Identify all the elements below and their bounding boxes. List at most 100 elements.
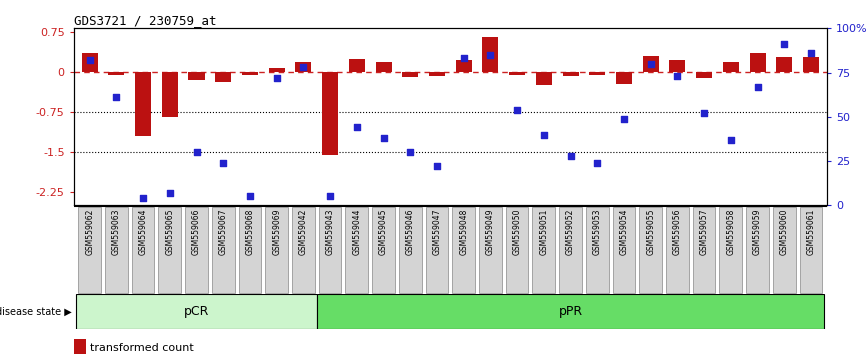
FancyBboxPatch shape bbox=[265, 207, 288, 293]
Bar bbox=[402, 72, 418, 78]
Bar bbox=[776, 57, 792, 72]
Point bbox=[483, 52, 497, 58]
Bar bbox=[803, 57, 819, 72]
Point bbox=[751, 84, 765, 90]
FancyBboxPatch shape bbox=[586, 207, 609, 293]
Bar bbox=[723, 62, 739, 72]
Point bbox=[136, 195, 150, 201]
FancyBboxPatch shape bbox=[239, 207, 262, 293]
Text: GSM559052: GSM559052 bbox=[566, 209, 575, 255]
FancyBboxPatch shape bbox=[666, 207, 688, 293]
Text: pCR: pCR bbox=[184, 305, 210, 318]
Bar bbox=[189, 72, 204, 80]
Point bbox=[430, 164, 444, 169]
Text: GSM559047: GSM559047 bbox=[432, 209, 442, 255]
Bar bbox=[135, 72, 151, 136]
Text: GSM559046: GSM559046 bbox=[406, 209, 415, 255]
Bar bbox=[317, 294, 824, 329]
Text: GSM559050: GSM559050 bbox=[513, 209, 521, 255]
Bar bbox=[295, 62, 312, 72]
Bar bbox=[589, 72, 605, 75]
FancyBboxPatch shape bbox=[479, 207, 501, 293]
Text: GSM559061: GSM559061 bbox=[806, 209, 816, 255]
Point bbox=[269, 75, 283, 81]
Text: GSM559059: GSM559059 bbox=[753, 209, 762, 255]
Text: GSM559049: GSM559049 bbox=[486, 209, 494, 255]
FancyBboxPatch shape bbox=[425, 207, 449, 293]
Bar bbox=[616, 72, 632, 84]
Text: GSM559058: GSM559058 bbox=[727, 209, 735, 255]
Text: GSM559043: GSM559043 bbox=[326, 209, 334, 255]
Text: GSM559060: GSM559060 bbox=[779, 209, 789, 255]
Bar bbox=[216, 72, 231, 82]
Bar bbox=[74, 339, 86, 354]
Text: GSM559067: GSM559067 bbox=[219, 209, 228, 255]
FancyBboxPatch shape bbox=[78, 207, 101, 293]
FancyBboxPatch shape bbox=[399, 207, 422, 293]
Text: GSM559069: GSM559069 bbox=[272, 209, 281, 255]
FancyBboxPatch shape bbox=[185, 207, 208, 293]
Bar bbox=[563, 72, 578, 76]
Bar bbox=[669, 60, 685, 72]
Text: GSM559063: GSM559063 bbox=[112, 209, 121, 255]
Text: GSM559044: GSM559044 bbox=[352, 209, 361, 255]
Bar bbox=[456, 60, 472, 72]
Bar bbox=[536, 72, 552, 85]
FancyBboxPatch shape bbox=[720, 207, 742, 293]
Point bbox=[296, 64, 310, 70]
Point bbox=[190, 149, 204, 155]
Bar bbox=[750, 53, 766, 72]
Text: GDS3721 / 230759_at: GDS3721 / 230759_at bbox=[74, 14, 216, 27]
Bar bbox=[643, 56, 659, 72]
Point bbox=[323, 194, 337, 199]
FancyBboxPatch shape bbox=[746, 207, 769, 293]
FancyBboxPatch shape bbox=[506, 207, 528, 293]
Point bbox=[216, 160, 230, 166]
Bar bbox=[376, 62, 391, 72]
Bar bbox=[696, 72, 712, 79]
Text: GSM559051: GSM559051 bbox=[540, 209, 548, 255]
Point bbox=[724, 137, 738, 143]
FancyBboxPatch shape bbox=[292, 207, 314, 293]
FancyBboxPatch shape bbox=[612, 207, 636, 293]
FancyBboxPatch shape bbox=[132, 207, 154, 293]
Point bbox=[778, 41, 792, 47]
Point bbox=[643, 61, 657, 67]
Text: GSM559057: GSM559057 bbox=[700, 209, 708, 255]
Point bbox=[564, 153, 578, 159]
Point bbox=[109, 95, 123, 100]
FancyBboxPatch shape bbox=[559, 207, 582, 293]
FancyBboxPatch shape bbox=[773, 207, 796, 293]
Point bbox=[456, 56, 470, 61]
Text: GSM559054: GSM559054 bbox=[619, 209, 629, 255]
Point bbox=[83, 57, 97, 63]
Point bbox=[617, 116, 631, 121]
FancyBboxPatch shape bbox=[533, 207, 555, 293]
Bar bbox=[482, 38, 499, 72]
Bar bbox=[268, 68, 285, 72]
Point bbox=[670, 73, 684, 79]
Text: GSM559053: GSM559053 bbox=[592, 209, 602, 255]
Bar bbox=[76, 294, 317, 329]
FancyBboxPatch shape bbox=[158, 207, 181, 293]
Point bbox=[404, 149, 417, 155]
FancyBboxPatch shape bbox=[319, 207, 341, 293]
Bar bbox=[322, 72, 338, 155]
Point bbox=[591, 160, 604, 166]
Text: transformed count: transformed count bbox=[90, 343, 194, 353]
Text: GSM559065: GSM559065 bbox=[165, 209, 174, 255]
Text: GSM559068: GSM559068 bbox=[245, 209, 255, 255]
Text: GSM559042: GSM559042 bbox=[299, 209, 308, 255]
Bar bbox=[429, 72, 445, 76]
FancyBboxPatch shape bbox=[799, 207, 823, 293]
Point bbox=[697, 110, 711, 116]
Point bbox=[537, 132, 551, 137]
Text: GSM559066: GSM559066 bbox=[192, 209, 201, 255]
Text: disease state ▶: disease state ▶ bbox=[0, 307, 72, 316]
Point bbox=[510, 107, 524, 113]
FancyBboxPatch shape bbox=[212, 207, 235, 293]
Bar bbox=[509, 72, 525, 75]
Point bbox=[804, 50, 818, 56]
Bar bbox=[349, 59, 365, 72]
Text: GSM559048: GSM559048 bbox=[459, 209, 469, 255]
